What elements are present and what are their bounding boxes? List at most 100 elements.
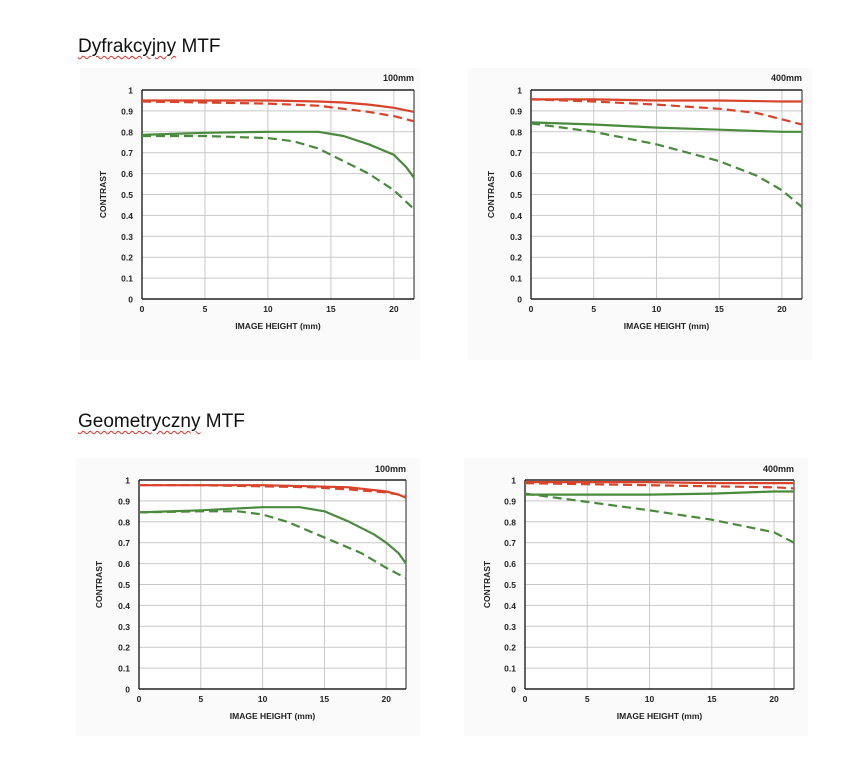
x-tick-label: 10 [645,694,655,704]
y-tick-label: 0.1 [121,274,133,284]
x-tick-label: 15 [326,304,336,314]
x-tick-label: 5 [591,304,596,314]
y-tick-label: 0.4 [121,211,133,221]
y-tick-label: 0.2 [504,643,516,653]
x-tick-label: 5 [198,694,203,704]
x-tick-label: 10 [263,304,273,314]
y-tick-label: 0.9 [504,496,516,506]
mtf-chart: 00.10.20.30.40.50.60.70.80.910 5 10 15 20400… [482,464,795,721]
y-tick-label: 0.7 [510,148,522,158]
y-tick-label: 0.4 [504,601,516,611]
y-tick-label: 0.4 [510,211,522,221]
section-title-word: MTF [181,36,221,57]
series-line-green-dashed [524,492,795,544]
y-tick-label: 0.1 [510,274,522,284]
y-tick-label: 0.5 [121,190,133,200]
y-tick-label: 0 [125,685,130,695]
x-axis-label: IMAGE HEIGHT (mm) [617,711,703,721]
series-line-red-solid [142,99,415,113]
y-tick-label: 0.3 [121,232,133,242]
x-tick-label: 0 [529,304,534,314]
y-tick-label: 0 [511,685,516,695]
y-tick-label: 0.5 [118,580,130,590]
y-axis-label: CONTRAST [486,170,496,218]
section-title-word: Geometryczny [78,411,201,432]
focal-length-label: 100mm [383,73,414,83]
focal-length-label: 400mm [763,464,794,474]
y-tick-label: 0.3 [118,622,130,632]
section-title-word: MTF [205,411,245,432]
series-line-red-dashed [524,482,795,490]
series-line-red-dashed [530,98,803,126]
y-tick-label: 0.9 [510,106,522,116]
y-tick-label: 0.2 [510,253,522,263]
y-tick-label: 0.6 [118,559,130,569]
y-tick-label: 0.8 [510,127,522,137]
series-line-green-solid [141,130,415,179]
x-tick-label: 5 [203,304,208,314]
mtf-chart-panel: 0 0.1 0.2 0.3 0.4 0.5 0.6 0.7 0.8 0.9 1 0 5 10 15 20 400… [468,68,812,360]
series-line-green-solid [530,121,802,133]
y-tick-label: 0.3 [504,622,516,632]
focal-length-label: 400mm [771,73,802,83]
y-tick-label: 0.7 [121,148,133,158]
focal-length-label: 100mm [375,464,406,474]
y-tick-label: 1 [511,476,516,486]
x-tick-label: 0 [523,694,528,704]
mtf-chart-panel: 0 0.1 0.2 0.3 0.4 0.5 0.6 0.7 0.8 0.9 1 0 5 10 15 20 400… [464,458,808,736]
mtf-chart-panel: 0 0.1 0.2 0.3 0.4 0.5 0.6 0.7 0.8 0.9 1 0 5 10 15 20 100… [76,458,420,736]
mtf-chart: 00.10.20.30.40.50.60.70.80.910 5 10 15 20100… [98,73,415,331]
series-line-red-solid [531,98,802,103]
y-tick-label: 0.5 [510,190,522,200]
x-tick-label: 20 [381,694,391,704]
y-tick-label: 0.7 [504,538,516,548]
x-tick-label: 20 [389,304,399,314]
y-tick-label: 0.6 [504,559,516,569]
y-tick-label: 0.2 [118,643,130,653]
x-tick-label: 15 [707,694,717,704]
series-line-red-dashed [141,100,415,123]
y-tick-label: 0.6 [510,169,522,179]
mtf-chart: 00.10.20.30.40.50.60.70.80.910 5 10 15 20100… [94,464,407,721]
x-tick-label: 15 [320,694,330,704]
y-axis-label: CONTRAST [482,560,492,608]
y-tick-label: 0.3 [510,232,522,242]
y-tick-label: 0 [128,295,133,305]
x-tick-label: 10 [652,304,662,314]
x-tick-label: 5 [585,694,590,704]
y-tick-label: 0.8 [121,127,133,137]
y-axis-label: CONTRAST [94,560,104,608]
y-tick-label: 0.8 [504,517,516,527]
y-tick-label: 1 [517,86,522,96]
x-tick-label: 15 [714,304,724,314]
y-tick-label: 0.7 [118,538,130,548]
series-line-red-solid [525,481,794,485]
x-axis-label: IMAGE HEIGHT (mm) [624,321,710,331]
y-tick-label: 0.4 [118,601,130,611]
y-tick-label: 0 [517,295,522,305]
y-tick-label: 0.9 [118,496,130,506]
series-line-green-dashed [142,134,415,210]
y-tick-label: 0.6 [121,169,133,179]
section-title-geometric: Geometryczny MTF [78,411,245,433]
mtf-chart-panel: 0 0.1 0.2 0.3 0.4 0.5 0.6 0.7 0.8 0.9 1 0 5 10 15 20 100… [80,68,420,360]
x-axis-label: IMAGE HEIGHT (mm) [230,711,316,721]
section-title-diffraction: Dyfrakcyjny MTF [78,36,221,58]
series-line-green-dashed [138,510,407,580]
series-line-red-dashed [139,484,407,497]
x-tick-label: 20 [777,304,787,314]
y-tick-label: 0.1 [118,664,130,674]
x-tick-label: 0 [140,304,145,314]
y-tick-label: 1 [128,86,133,96]
y-tick-label: 0.5 [504,580,516,590]
x-tick-label: 0 [137,694,142,704]
x-axis-label: IMAGE HEIGHT (mm) [235,321,321,331]
y-tick-label: 0.2 [121,253,133,263]
y-tick-label: 0.8 [118,517,130,527]
y-tick-label: 0.9 [121,106,133,116]
series-line-green-solid [525,490,794,496]
mtf-chart: 00.10.20.30.40.50.60.70.80.910 5 10 15 20400… [486,73,803,331]
series-line-green-dashed [530,122,803,208]
y-tick-label: 0.1 [504,664,516,674]
x-tick-label: 20 [769,694,779,704]
